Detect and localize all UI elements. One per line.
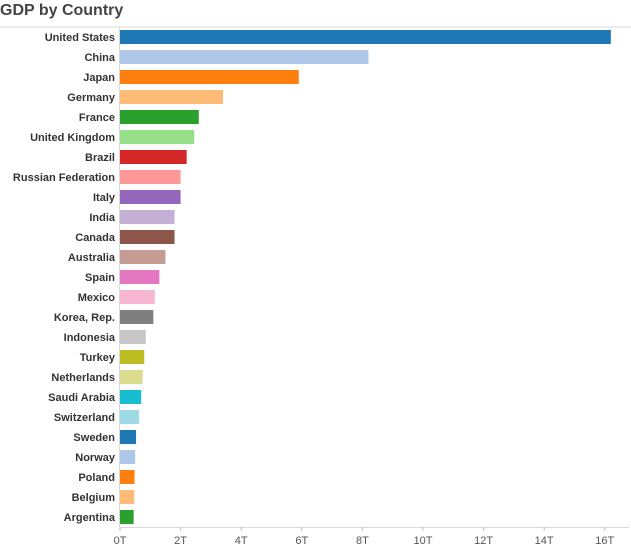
bar-korea-rep[interactable] [120,310,154,324]
category-label: Switzerland [54,412,115,424]
bar-united-kingdom[interactable] [120,130,195,144]
bar-poland[interactable] [120,470,135,484]
x-tick-label: 2T [174,535,187,547]
x-tick-label: 0T [114,535,127,547]
x-tick-label: 10T [413,535,432,547]
bar-brazil[interactable] [120,150,187,164]
bar-indonesia[interactable] [120,330,146,344]
category-label: Italy [93,192,116,204]
category-label: India [89,212,116,224]
bar-russian-federation[interactable] [120,170,181,184]
bar-japan[interactable] [120,70,299,84]
bar-italy[interactable] [120,190,181,204]
category-label: Belgium [72,492,116,504]
bar-turkey[interactable] [120,350,145,364]
category-label: China [84,52,115,64]
category-label: Netherlands [51,372,115,384]
category-label: Argentina [64,512,116,524]
x-tick-label: 6T [295,535,308,547]
bar-switzerland[interactable] [120,410,140,424]
bar-germany[interactable] [120,90,224,104]
category-label: France [79,112,115,124]
x-tick-label: 8T [356,535,369,547]
bar-saudi-arabia[interactable] [120,390,142,404]
x-tick-label: 14T [535,535,554,547]
chart-title: GDP by Country [0,2,124,19]
category-label: Indonesia [64,332,116,344]
category-label: Norway [75,452,116,464]
bar-australia[interactable] [120,250,166,264]
bar-norway[interactable] [120,450,136,464]
category-label: Turkey [80,352,116,364]
bar-united-states[interactable] [120,30,611,44]
category-label: Russian Federation [13,172,115,184]
x-tick-label: 4T [235,535,248,547]
bar-argentina[interactable] [120,510,134,524]
category-label: Sweden [73,432,115,444]
x-tick-label: 12T [474,535,493,547]
category-label: United States [45,32,115,44]
category-label: Brazil [85,152,115,164]
category-label: Mexico [78,292,116,304]
bar-netherlands[interactable] [120,370,143,384]
bar-india[interactable] [120,210,175,224]
bar-canada[interactable] [120,230,175,244]
bar-spain[interactable] [120,270,160,284]
bar-france[interactable] [120,110,199,124]
bar-sweden[interactable] [120,430,137,444]
category-label: Poland [78,472,115,484]
category-label: Japan [83,72,115,84]
category-label: Korea, Rep. [54,312,115,324]
bar-mexico[interactable] [120,290,155,304]
category-label: Germany [67,92,116,104]
category-label: Saudi Arabia [48,392,116,404]
category-label: Spain [85,272,115,284]
category-label: Canada [75,232,116,244]
category-label: United Kingdom [30,132,115,144]
bar-belgium[interactable] [120,490,135,504]
bar-china[interactable] [120,50,369,64]
category-label: Australia [68,252,116,264]
x-tick-label: 16T [595,535,614,547]
